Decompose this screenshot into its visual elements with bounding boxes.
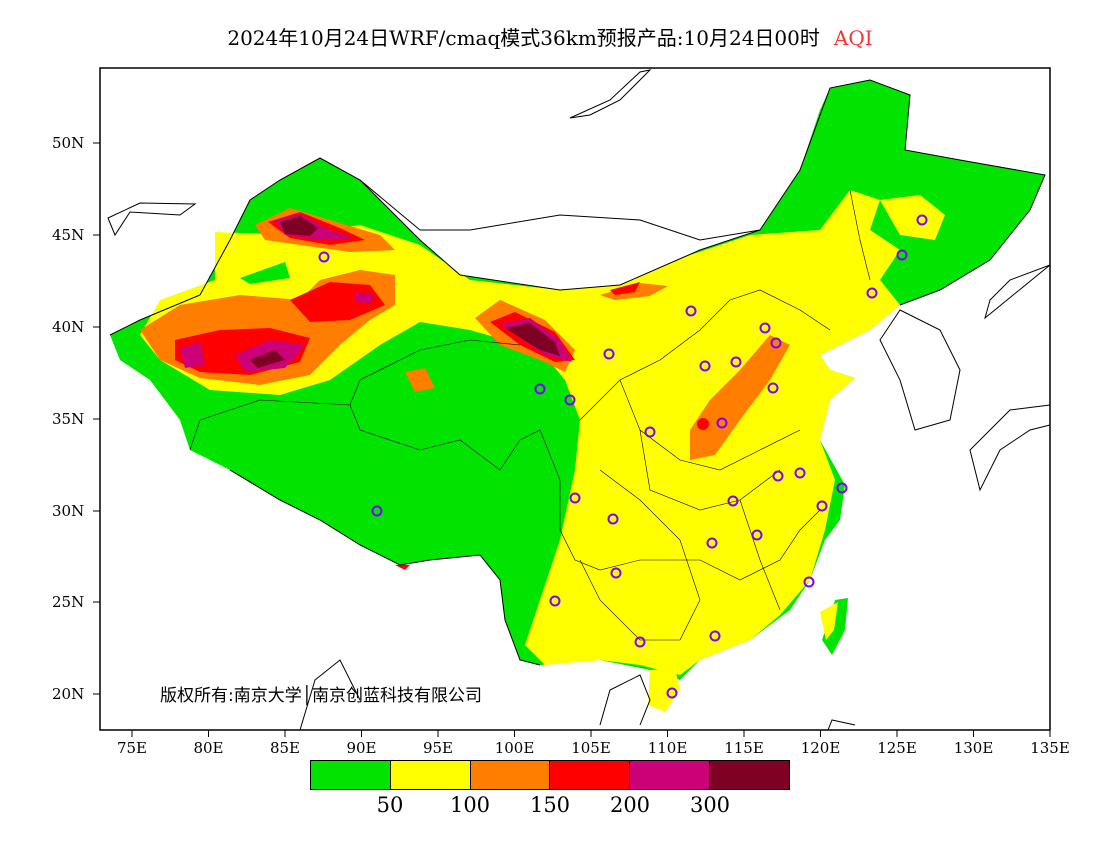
lon-tick: 120E <box>801 739 841 757</box>
legend-break-label: 200 <box>609 793 651 817</box>
lon-tick: 135E <box>1030 739 1070 757</box>
legend-break-label: 100 <box>449 793 491 817</box>
lon-tick: 130E <box>954 739 994 757</box>
copyright-text: 版权所有:南京大学│南京创蓝科技有限公司 <box>160 686 482 706</box>
lon-tick: 115E <box>724 739 764 757</box>
map-title: 2024年10月24日WRF/cmaq模式36km预报产品:10月24日00时 A… <box>0 22 1100 51</box>
lon-tick: 85E <box>270 739 300 757</box>
legend-swatch <box>311 761 391 789</box>
legend-swatch <box>630 761 711 789</box>
city-markers <box>318 214 928 699</box>
legend-break-label: 300 <box>689 793 731 817</box>
country-borders <box>107 69 1051 731</box>
lon-tick: 90E <box>346 739 376 757</box>
lat-tick: 40N <box>52 318 84 336</box>
lon-tick: 100E <box>495 739 535 757</box>
title-product: AQI <box>833 26 873 50</box>
lon-axis: 75E 80E 85E 90E 95E 100E 105E 110E 115E 120E 125E 1… <box>117 730 1070 757</box>
legend-swatch <box>550 761 631 789</box>
lat-tick: 30N <box>52 502 84 520</box>
lat-tick: 50N <box>52 134 84 152</box>
maroon-region <box>250 216 560 368</box>
color-legend <box>310 760 790 790</box>
lon-tick: 125E <box>877 739 917 757</box>
lon-tick: 80E <box>193 739 223 757</box>
lon-tick: 95E <box>423 739 453 757</box>
legend-swatch <box>470 761 551 789</box>
province-borders <box>189 189 871 641</box>
legend-break-label: 150 <box>529 793 571 817</box>
legend-swatch <box>390 761 471 789</box>
lon-tick: 75E <box>117 739 147 757</box>
lat-tick: 35N <box>52 410 84 428</box>
lat-tick: 45N <box>52 226 84 244</box>
legend-swatch <box>710 761 789 789</box>
lon-tick: 105E <box>571 739 611 757</box>
legend-break-label: 50 <box>376 793 404 817</box>
lon-tick: 110E <box>648 739 688 757</box>
lat-tick: 25N <box>52 593 84 611</box>
lat-axis: 50N 45N 40N 35N 30N 25N 20N <box>52 134 100 703</box>
lat-tick: 20N <box>52 685 84 703</box>
title-text: 2024年10月24日WRF/cmaq模式36km预报产品:10月24日00时 <box>227 26 820 50</box>
